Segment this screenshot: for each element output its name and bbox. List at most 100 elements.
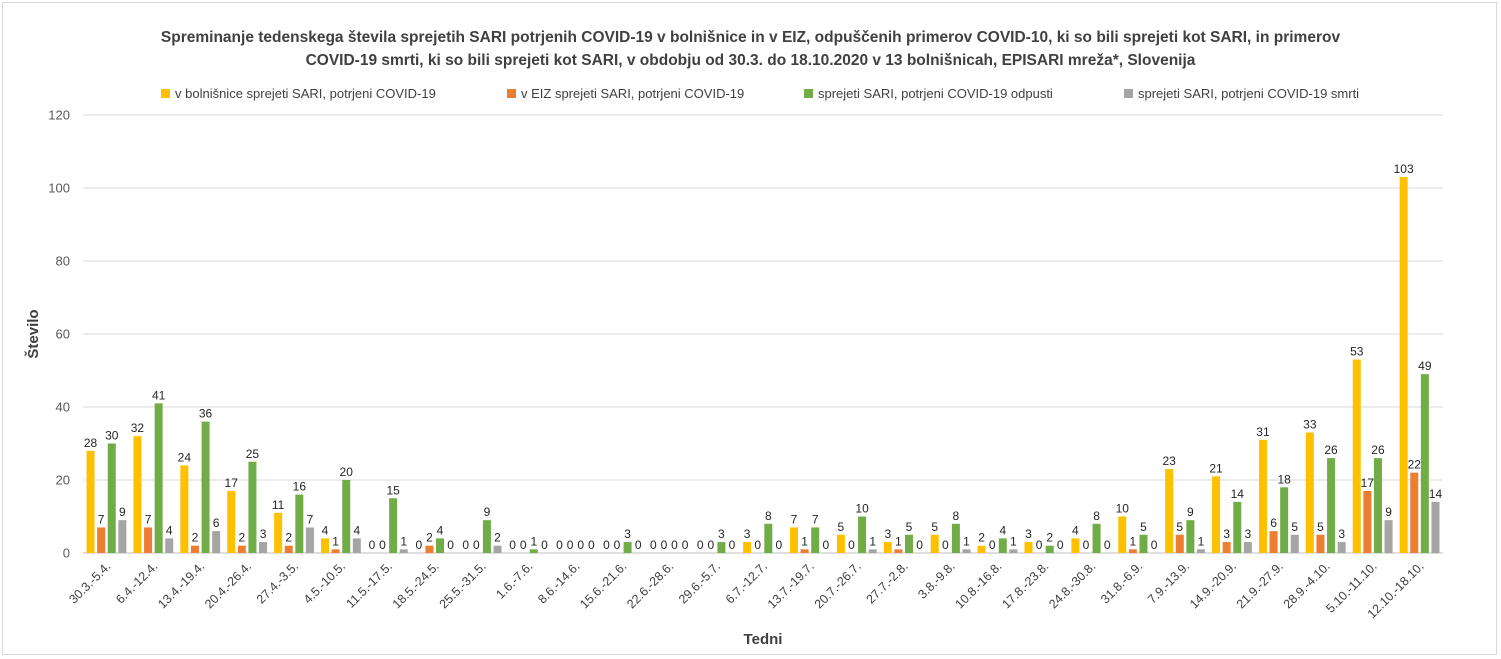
data-label-s1-c6: 0 [379,538,386,552]
bar-s2-c8 [482,520,491,553]
bar-s0-c14 [743,542,752,553]
bar-s0-c25 [1258,439,1267,553]
x-tick-label: 17.8.-23.8. [999,559,1051,611]
bar-s1-c4 [284,545,293,553]
bar-series [86,177,1440,554]
x-tick-label: 21.9.-27.9. [1234,559,1286,611]
bar-s1-c0 [97,527,106,553]
bar-s2-c4 [295,494,304,553]
data-label-s1-c0: 7 [98,512,105,526]
chart-legend: v bolnišnice sprejeti SARI, potrjeni COV… [0,86,1501,104]
legend-item-deaths: sprejeti SARI, potrjeni COVID-19 smrti [1124,86,1359,101]
bar-s1-c24 [1222,542,1231,553]
y-axis-title: Število [24,309,42,358]
data-label-s3-c0: 9 [119,505,126,519]
bar-s1-c25 [1269,531,1278,553]
data-label-s0-c7: 0 [415,538,422,552]
bar-s1-c22 [1128,549,1137,553]
bar-s2-c19 [998,538,1007,553]
bar-s3-c26 [1337,542,1346,553]
data-label-s2-c3: 25 [246,447,260,461]
x-tick-label: 15.6.-21.6. [577,559,629,611]
data-label-s3-c11: 0 [635,538,642,552]
data-label-s0-c18: 5 [931,520,938,534]
bar-s1-c3 [237,545,246,553]
data-label-s2-c13: 3 [718,527,725,541]
x-tick-label: 27.4.-3.5. [254,559,301,606]
x-tick-label: 7.9.-13.9. [1145,559,1192,606]
bar-s2-c24 [1233,501,1242,553]
bar-s2-c13 [717,542,726,553]
data-label-s3-c24: 3 [1245,527,1252,541]
data-label-s0-c10: 0 [556,538,563,552]
y-tick-label: 0 [63,546,70,561]
data-label-s0-c28: 103 [1394,162,1414,176]
bar-s2-c27 [1373,458,1382,553]
bar-s2-c5 [342,480,351,553]
bar-s3-c0 [118,520,127,553]
data-label-s0-c3: 17 [225,476,239,490]
bar-s2-c11 [623,542,632,553]
bar-s2-c9 [529,549,538,553]
data-label-s1-c16: 0 [848,538,855,552]
bar-s0-c23 [1165,469,1174,553]
x-tick-label: 31.8.-6.9. [1098,559,1145,606]
data-label-s0-c15: 7 [791,512,798,526]
bar-s1-c15 [800,549,809,553]
data-label-s2-c6: 15 [386,483,400,497]
legend-label-hospital-sari: v bolnišnice sprejeti SARI, potrjeni COV… [175,86,436,101]
bar-s2-c20 [1045,545,1054,553]
legend-swatch-hospital-sari [161,89,170,98]
data-label-s3-c15: 0 [822,538,829,552]
data-label-s0-c13: 0 [697,538,704,552]
data-label-s0-c27: 53 [1350,345,1364,359]
bar-s1-c2 [190,545,199,553]
bar-s3-c25 [1290,534,1299,553]
data-label-s0-c19: 2 [978,531,985,545]
data-label-s1-c10: 0 [567,538,574,552]
bar-s0-c1 [133,436,142,553]
legend-label-icu-sari: v EIZ sprejeti SARI, potrjeni COVID-19 [521,86,745,101]
bar-s3-c16 [868,549,877,553]
bar-s0-c16 [836,534,845,553]
data-label-s1-c20: 0 [1036,538,1043,552]
data-label-s1-c14: 0 [754,538,761,552]
bar-s1-c17 [894,549,903,553]
bar-s2-c3 [248,461,257,553]
data-label-s0-c23: 23 [1162,454,1176,468]
data-label-s3-c21: 0 [1104,538,1111,552]
data-label-s0-c26: 33 [1303,418,1317,432]
x-tick-label: 22.6.-28.6. [624,559,676,611]
data-label-s0-c16: 5 [838,520,845,534]
data-label-s3-c1: 4 [166,523,173,537]
bar-s0-c28 [1399,177,1408,554]
bar-s2-c6 [389,498,398,553]
data-label-s3-c17: 0 [916,538,923,552]
data-label-s1-c3: 2 [238,531,245,545]
data-label-s3-c12: 0 [682,538,689,552]
chart-title-line-1: Spreminanje tedenskega števila sprejetih… [160,29,1341,46]
data-label-s1-c25: 6 [1270,516,1277,530]
bar-s0-c27 [1352,359,1361,553]
bar-s3-c27 [1384,520,1393,553]
data-label-s2-c21: 8 [1093,509,1100,523]
data-label-s3-c27: 9 [1385,505,1392,519]
data-label-s0-c14: 3 [744,527,751,541]
data-label-s2-c7: 4 [437,523,444,537]
bar-s2-c22 [1139,534,1148,553]
data-label-s2-c0: 30 [105,429,119,443]
data-label-s1-c11: 0 [614,538,621,552]
bar-s2-c7 [436,538,445,553]
data-label-s2-c22: 5 [1140,520,1147,534]
x-tick-label: 27.7.-2.8. [864,559,911,606]
data-label-s3-c5: 4 [353,523,360,537]
x-tick-label: 24.8.-30.8. [1046,559,1098,611]
bar-s0-c24 [1212,476,1221,553]
data-label-s1-c8: 0 [473,538,480,552]
legend-swatch-discharged [804,89,813,98]
x-tick-label: 13.4.-19.4. [155,559,207,611]
bar-s1-c26 [1316,534,1325,553]
bar-s0-c22 [1118,516,1127,553]
data-label-s3-c25: 5 [1291,520,1298,534]
